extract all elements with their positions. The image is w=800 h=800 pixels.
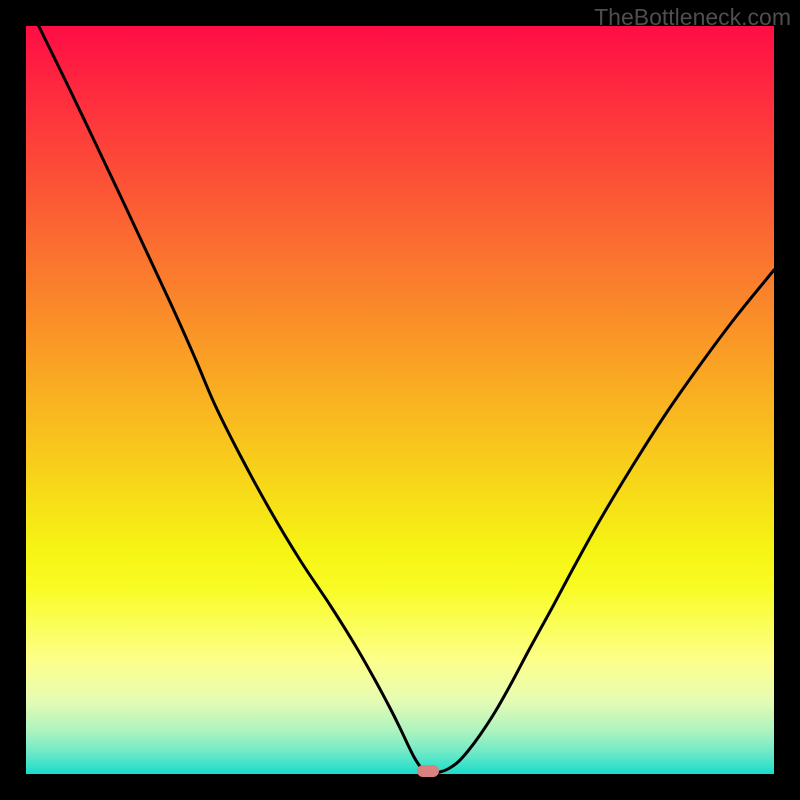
- curve-path: [26, 26, 774, 773]
- bottleneck-chart: TheBottleneck.com: [0, 0, 800, 800]
- optimal-marker: [417, 765, 439, 777]
- watermark-text: TheBottleneck.com: [594, 4, 791, 31]
- plot-area: [26, 26, 774, 774]
- bottleneck-curve: [26, 26, 774, 774]
